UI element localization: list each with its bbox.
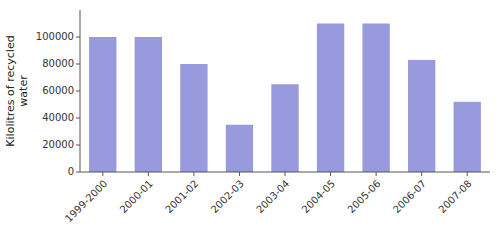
y-tick <box>76 91 80 92</box>
bars <box>89 24 481 173</box>
y-tick <box>76 172 80 173</box>
y-tick-label: 80000 <box>42 58 74 69</box>
y-tick <box>76 64 80 65</box>
bar <box>362 24 389 173</box>
y-tick-label: 20000 <box>42 139 74 150</box>
x-tick <box>285 172 286 176</box>
x-tick-label: 2002-03 <box>209 178 246 215</box>
page: {"chart_data": {"type": "bar", "categori… <box>0 0 500 244</box>
x-tick <box>330 172 331 176</box>
bar <box>408 60 435 172</box>
chart-svg: 0 20000 40000 60000 80000 100000 1999-20002000… <box>0 0 500 244</box>
x-tick <box>239 172 240 176</box>
x-tick-label: 1999-2000 <box>63 178 109 224</box>
x-tick <box>467 172 468 176</box>
y-axis-line <box>80 10 81 172</box>
y-tick <box>76 145 80 146</box>
x-tick <box>376 172 377 176</box>
x-tick-label: 2005-06 <box>345 178 382 215</box>
bar <box>454 102 481 172</box>
x-tick-label: 2003-04 <box>254 178 291 215</box>
bar <box>135 37 162 172</box>
bar <box>271 84 298 172</box>
bar <box>89 37 116 172</box>
y-tick-label: 0 <box>68 166 74 177</box>
x-tick <box>148 172 149 176</box>
bar <box>180 64 207 172</box>
x-axis: 1999-20002000-012001-022002-032003-04200… <box>63 172 474 224</box>
y-tick-label: 100000 <box>36 31 74 42</box>
x-tick <box>421 172 422 176</box>
x-tick-label: 2000-01 <box>118 178 155 215</box>
y-label: Kilolitres of recycledwater <box>4 35 30 146</box>
x-tick-label: 2004-05 <box>300 178 337 215</box>
chart-container: 0 20000 40000 60000 80000 100000 1999-20002000… <box>0 0 500 244</box>
x-tick-label: 2007-08 <box>436 178 473 215</box>
bar <box>317 24 344 173</box>
y-tick <box>76 118 80 119</box>
y-label-group: Kilolitres of recycledwater <box>4 35 30 146</box>
y-tick <box>76 37 80 38</box>
y-tick-label: 40000 <box>42 112 74 123</box>
x-tick <box>193 172 194 176</box>
y-tick-label: 60000 <box>42 85 74 96</box>
x-tick-label: 2006-07 <box>391 178 428 215</box>
y-label-line: Kilolitres of recycled <box>4 35 17 146</box>
y-axis: 0 20000 40000 60000 80000 100000 <box>36 31 80 177</box>
y-label-line: water <box>17 75 30 107</box>
bar <box>226 125 253 172</box>
x-tick <box>102 172 103 176</box>
x-tick-label: 2001-02 <box>163 178 200 215</box>
